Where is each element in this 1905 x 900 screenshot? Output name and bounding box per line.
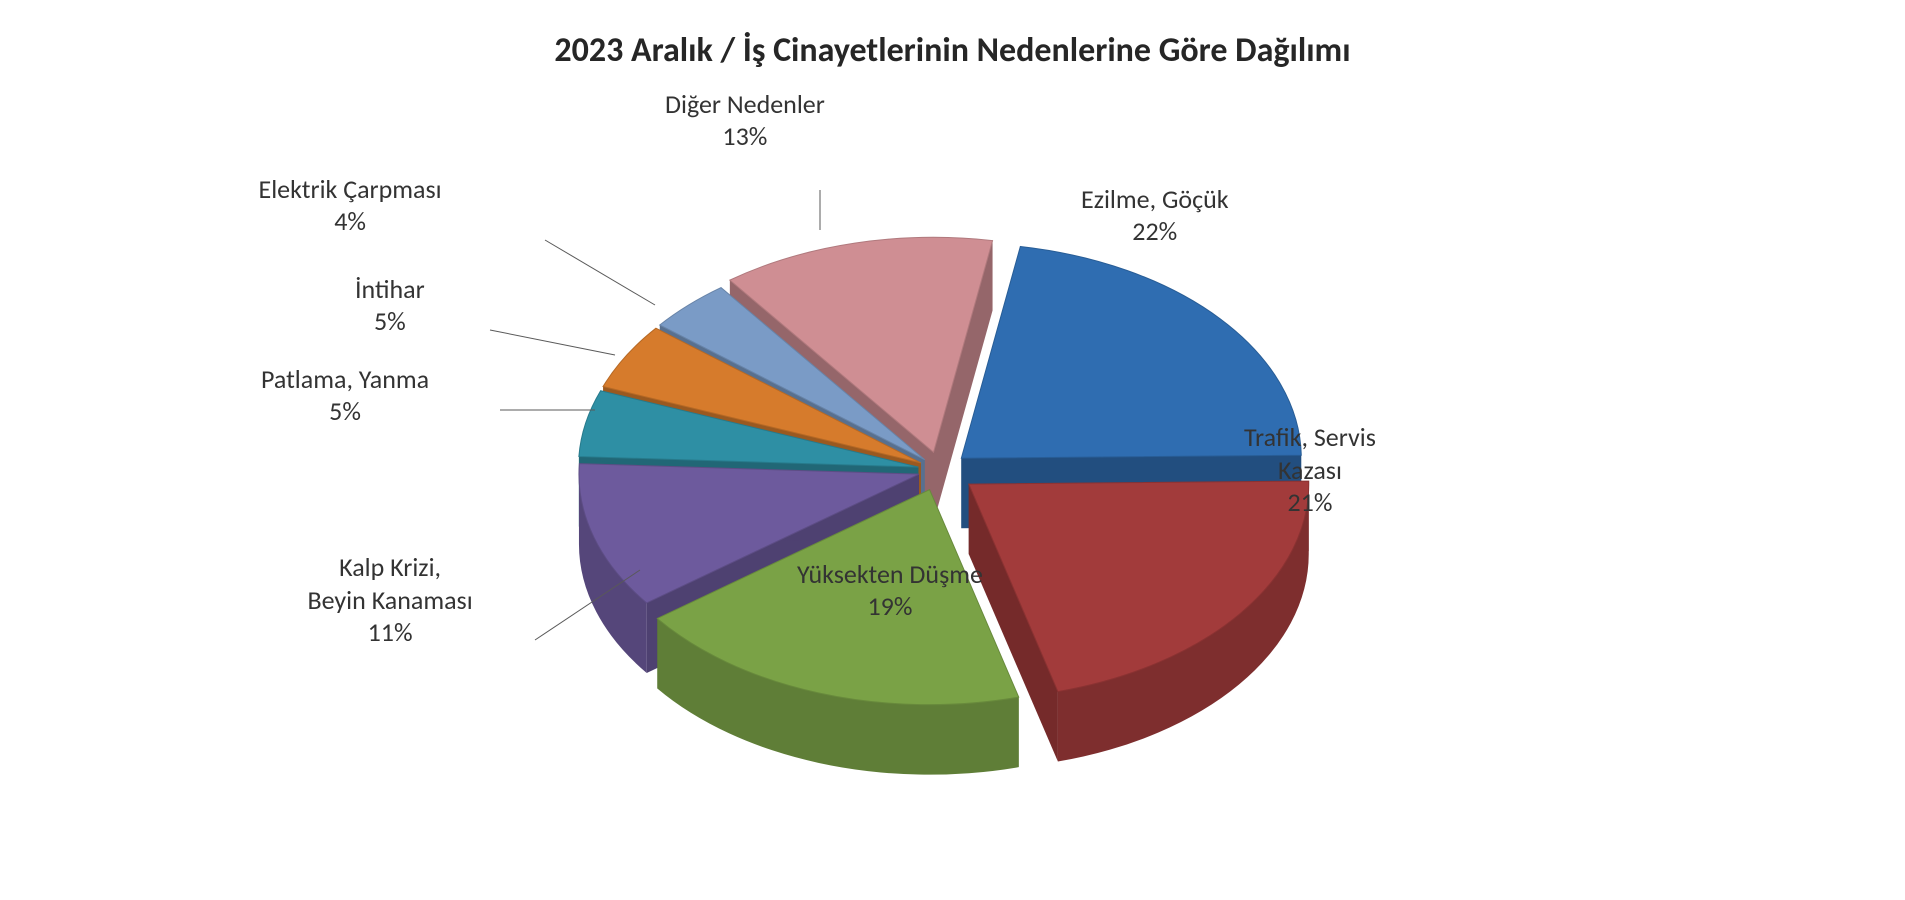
slice-label: Elektrik Çarpması 4% [259,173,442,238]
slice-label: Yüksekten Düşme 19% [797,558,983,623]
slice-label: Kalp Krizi, Beyin Kanaması 11% [308,551,473,649]
slice-label: Ezilme, Göçük 22% [1081,183,1229,248]
slice-label: Diğer Nedenler 13% [665,88,825,153]
slice-label: İntihar 5% [355,273,425,338]
pie-chart [0,0,1905,900]
slice-label: Patlama, Yanma 5% [261,363,429,428]
slice-label: Trafik, Servis Kazası 21% [1244,421,1376,519]
